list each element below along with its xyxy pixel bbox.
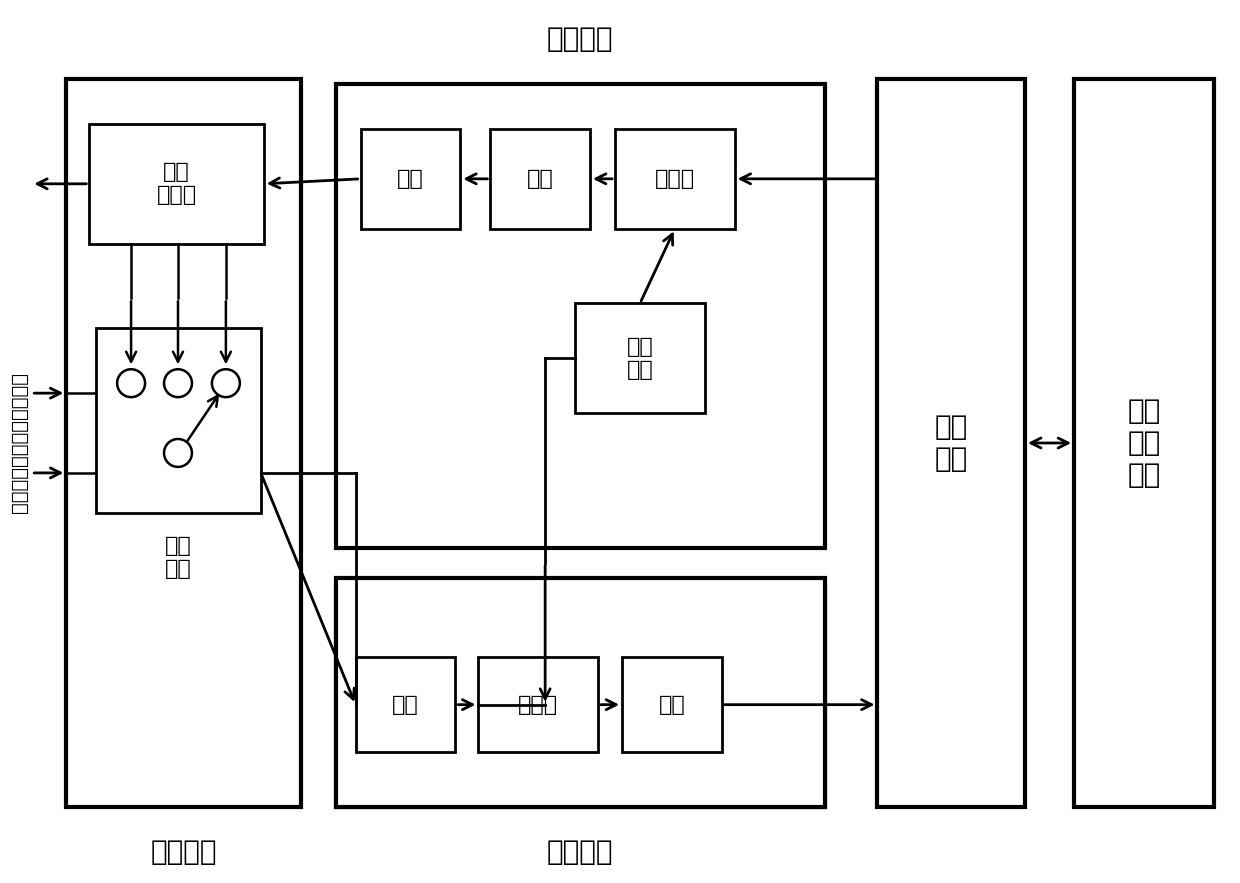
- Bar: [336, 585, 825, 807]
- Bar: [361, 129, 460, 229]
- Text: 滤波: 滤波: [392, 695, 419, 714]
- Bar: [89, 124, 264, 244]
- Text: 载波
生成: 载波 生成: [626, 336, 653, 380]
- Text: 下变频: 下变频: [518, 695, 558, 714]
- Text: 接收模块: 接收模块: [547, 838, 614, 865]
- Bar: [479, 657, 598, 752]
- Text: 上变频: 上变频: [655, 169, 694, 189]
- Text: 滤波: 滤波: [397, 169, 424, 189]
- Bar: [878, 79, 1025, 807]
- Text: 收发
双工器: 收发 双工器: [156, 162, 197, 206]
- Bar: [490, 129, 590, 229]
- Text: 发射模块: 发射模块: [547, 26, 614, 53]
- Bar: [1074, 79, 1214, 807]
- Bar: [622, 657, 722, 752]
- Bar: [615, 129, 735, 229]
- Bar: [336, 84, 825, 547]
- Text: 放大: 放大: [658, 695, 686, 714]
- Bar: [575, 304, 704, 413]
- Bar: [356, 657, 455, 752]
- Text: 系统
控制
模块: 系统 控制 模块: [1127, 396, 1161, 489]
- Text: 放大: 放大: [527, 169, 553, 189]
- Text: 通过射频电缆连接天线阵列: 通过射频电缆连接天线阵列: [10, 373, 29, 514]
- Bar: [336, 577, 825, 807]
- Bar: [97, 328, 260, 513]
- Text: 基带
模块: 基带 模块: [935, 412, 968, 473]
- Bar: [66, 79, 301, 807]
- Text: 多工模块: 多工模块: [150, 838, 217, 865]
- Text: 射频
开关: 射频 开关: [165, 536, 192, 579]
